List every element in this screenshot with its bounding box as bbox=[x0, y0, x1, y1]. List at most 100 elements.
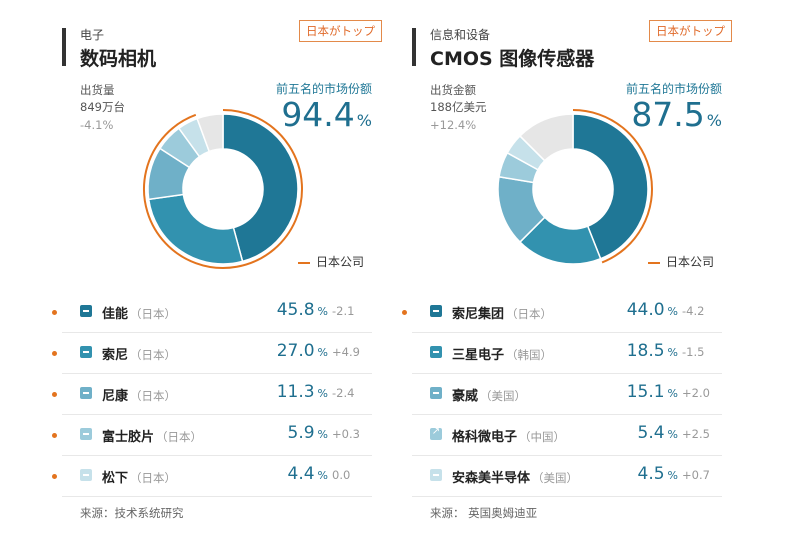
legend-label: 日本公司 bbox=[316, 255, 365, 269]
company-country: （日本） bbox=[130, 307, 177, 321]
company-share: 4.5% bbox=[637, 464, 679, 484]
company-name: 格科微电子 （中国） bbox=[452, 430, 566, 445]
company-share-change: +0.7 bbox=[682, 468, 710, 482]
company-row: 索尼 （日本） 27.0% +4.9 bbox=[52, 333, 372, 374]
company-country: （日本） bbox=[156, 430, 203, 444]
source-note: 来源：技术系统研究 bbox=[80, 506, 184, 520]
rank-change-icon bbox=[80, 387, 92, 399]
legend-swatch bbox=[648, 261, 660, 264]
japanese-company-dot bbox=[52, 351, 57, 356]
donut-slice bbox=[196, 113, 224, 153]
company-share: 15.1% bbox=[626, 382, 678, 402]
company-row: 佳能 （日本） 45.8% -2.1 bbox=[52, 292, 372, 333]
donut-slice bbox=[572, 113, 649, 260]
company-country: （日本） bbox=[130, 389, 177, 403]
title-accent-bar bbox=[412, 28, 416, 66]
company-row: 尼康 （日本） 11.3% -2.4 bbox=[52, 374, 372, 415]
company-row: 索尼集团 （日本） 44.0% -4.2 bbox=[402, 292, 722, 333]
market-share-donut bbox=[143, 109, 303, 269]
company-share-change: -2.4 bbox=[332, 386, 355, 400]
category-label: 信息和设备 bbox=[430, 28, 491, 42]
japanese-company-dot bbox=[52, 310, 57, 315]
company-row: ↗ 格科微电子 （中国） 5.4% +2.5 bbox=[412, 415, 722, 456]
company-country: （中国） bbox=[519, 430, 566, 444]
company-share: 11.3% bbox=[276, 382, 328, 402]
panel-title: 数码相机 bbox=[80, 48, 157, 70]
company-share: 5.9% bbox=[287, 423, 329, 443]
company-name: 富士胶片 （日本） bbox=[102, 430, 203, 445]
company-name: 松下 （日本） bbox=[102, 471, 177, 486]
donut-slice bbox=[518, 113, 574, 162]
metric-label: 出货量 bbox=[80, 83, 115, 97]
rank-change-icon bbox=[80, 305, 92, 317]
company-country: （美国） bbox=[532, 471, 579, 485]
company-row: 松下 （日本） 4.4% 0.0 bbox=[52, 456, 372, 497]
market-share-donut bbox=[497, 109, 653, 265]
rank-change-icon bbox=[430, 387, 442, 399]
company-share-change: +0.3 bbox=[332, 427, 360, 441]
japanese-company-dot bbox=[52, 474, 57, 479]
japanese-share-arc bbox=[572, 109, 653, 264]
company-share: 5.4% bbox=[637, 423, 679, 443]
rank-change-icon bbox=[80, 469, 92, 481]
company-row: 三星电子 （韩国） 18.5% -1.5 bbox=[412, 333, 722, 374]
company-share: 45.8% bbox=[276, 300, 328, 320]
company-name: 豪威 （美国） bbox=[452, 389, 527, 404]
company-share: 27.0% bbox=[276, 341, 328, 361]
company-share-change: -2.1 bbox=[332, 304, 355, 318]
rank-change-icon bbox=[80, 346, 92, 358]
trend-up-icon: ↗ bbox=[430, 426, 442, 440]
company-share-change: -1.5 bbox=[682, 345, 705, 359]
metric-value: 849万台 bbox=[80, 100, 125, 114]
company-country: （韩国） bbox=[506, 348, 553, 362]
japan-top-tag: 日本がトップ bbox=[649, 20, 732, 42]
japanese-company-dot bbox=[52, 433, 57, 438]
company-row: 安森美半导体 （美国） 4.5% +0.7 bbox=[412, 456, 722, 497]
donut-slice bbox=[147, 193, 244, 265]
japanese-company-dot bbox=[52, 392, 57, 397]
company-list: 索尼集团 （日本） 44.0% -4.2 三星电子 （韩国） 18.5% -1.5 豪威 （美国）… bbox=[402, 292, 722, 497]
top5-share-label: 前五名的市场份额 bbox=[625, 82, 722, 96]
company-name: 佳能 （日本） bbox=[102, 307, 177, 322]
company-share-change: +4.9 bbox=[332, 345, 360, 359]
rank-change-icon bbox=[430, 346, 442, 358]
company-share: 44.0% bbox=[626, 300, 678, 320]
rank-change-icon bbox=[80, 428, 92, 440]
company-country: （日本） bbox=[130, 471, 177, 485]
metric-change: -4.1% bbox=[80, 118, 114, 132]
company-name: 三星电子 （韩国） bbox=[452, 348, 553, 363]
japanese-share-arc bbox=[143, 109, 303, 269]
panel-title: CMOS 图像传感器 bbox=[430, 48, 595, 70]
legend-label: 日本公司 bbox=[666, 255, 715, 269]
company-share-change: 0.0 bbox=[332, 468, 351, 482]
metric-label: 出货金额 bbox=[430, 83, 476, 97]
company-country: （美国） bbox=[480, 389, 527, 403]
title-accent-bar bbox=[62, 28, 66, 66]
company-name: 尼康 （日本） bbox=[102, 389, 177, 404]
company-row: 豪威 （美国） 15.1% +2.0 bbox=[412, 374, 722, 415]
company-name: 安森美半导体 （美国） bbox=[452, 471, 579, 486]
top5-share-label: 前五名的市场份额 bbox=[275, 82, 372, 96]
top5-share-value: 87.5% bbox=[631, 95, 722, 134]
legend-swatch bbox=[298, 261, 310, 264]
legend: 日本公司 bbox=[298, 253, 364, 270]
japanese-company-dot bbox=[402, 310, 407, 315]
legend: 日本公司 bbox=[648, 253, 714, 270]
metric-value: 188亿美元 bbox=[430, 100, 487, 114]
panel-cmos-sensor: 信息和设备 CMOS 图像传感器 日本がトップ 出货金额 188亿美元 +12.… bbox=[402, 0, 732, 533]
rank-change-icon bbox=[430, 469, 442, 481]
source-note: 来源： 英国奥姆迪亚 bbox=[430, 506, 538, 520]
metric-change: +12.4% bbox=[430, 118, 477, 132]
company-share-change: +2.0 bbox=[682, 386, 710, 400]
top5-share-value: 94.4% bbox=[281, 95, 372, 134]
rank-change-icon bbox=[430, 305, 442, 317]
company-country: （日本） bbox=[506, 307, 553, 321]
company-share-change: +2.5 bbox=[682, 427, 710, 441]
company-row: 富士胶片 （日本） 5.9% +0.3 bbox=[52, 415, 372, 456]
panel-digital-camera: 电子 数码相机 日本がトップ 出货量 849万台 -4.1% 前五名的市场份额 … bbox=[52, 0, 382, 533]
company-country: （日本） bbox=[130, 348, 177, 362]
category-label: 电子 bbox=[80, 28, 105, 42]
company-name: 索尼 （日本） bbox=[102, 348, 177, 363]
company-share: 18.5% bbox=[626, 341, 678, 361]
company-name: 索尼集团 （日本） bbox=[452, 307, 553, 322]
